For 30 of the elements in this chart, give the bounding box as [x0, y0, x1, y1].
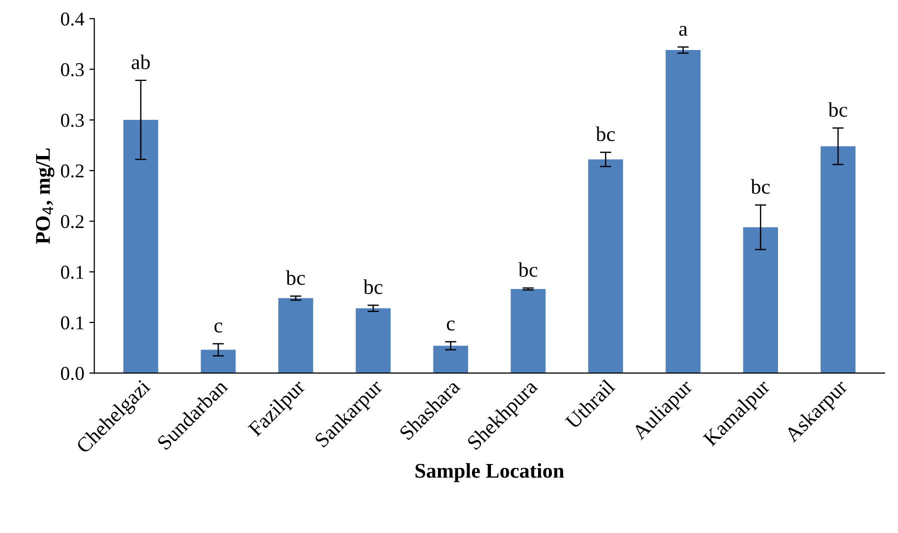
y-tick-label: 0.0 [61, 366, 84, 380]
y-tick-label: 0.3 [61, 114, 84, 127]
bar [200, 350, 236, 374]
bar [743, 227, 778, 374]
bar [510, 289, 546, 374]
annotation: c [214, 322, 222, 333]
y-tick-label: 0.1 [61, 316, 84, 330]
bar [356, 308, 391, 374]
bar [666, 50, 701, 374]
y-tick-label: 0.2 [61, 164, 84, 178]
bar [820, 146, 856, 374]
annotation: bc [518, 262, 538, 277]
x-axis-title: Sample Location [416, 463, 564, 482]
y-tick-label: 0.4 [61, 12, 84, 26]
annotation: bc [596, 126, 615, 142]
annotation: ab [132, 54, 150, 70]
bar [123, 120, 158, 374]
bar [278, 298, 314, 374]
bar [433, 346, 468, 374]
y-tick-label: 0.3 [61, 63, 84, 76]
y-axis-title: PO$_{4}$, mg/L [36, 148, 54, 244]
annotation: bc [363, 279, 382, 294]
annotation: bc [828, 102, 848, 117]
annotation: c [446, 320, 455, 331]
y-tick-label: 0.2 [61, 215, 84, 228]
y-tick-label: 0.1 [61, 266, 84, 279]
bar [588, 159, 624, 374]
annotation: bc [286, 270, 305, 285]
annotation: bc [750, 179, 770, 194]
annotation: a [679, 26, 688, 36]
